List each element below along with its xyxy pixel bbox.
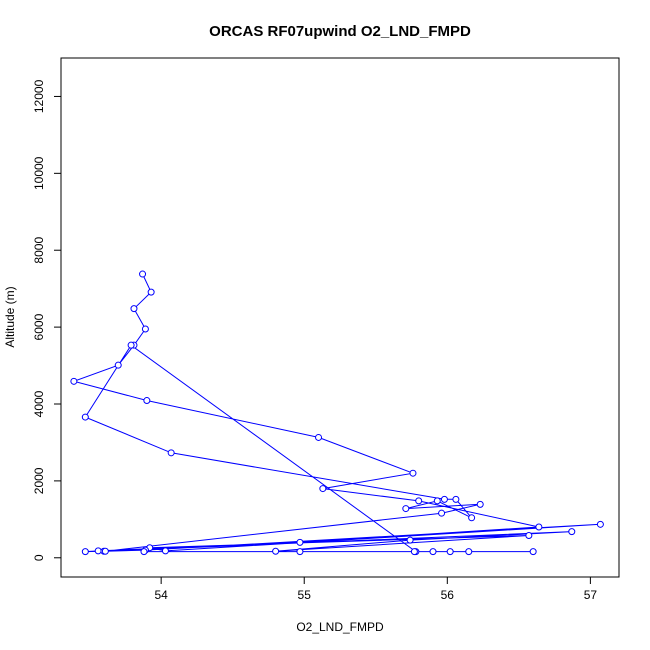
y-axis-label: Altitude (m) (3, 286, 17, 347)
data-point (130, 305, 138, 313)
data-point (410, 548, 418, 556)
data-point (296, 548, 304, 556)
data-point (101, 547, 109, 555)
data-point (596, 520, 604, 528)
data-point (70, 377, 78, 385)
data-point (529, 548, 537, 556)
y-axis: 0 2000 4000 6000 8000 10000 12000 (32, 79, 61, 561)
data-point (127, 341, 135, 349)
data-point (409, 469, 417, 477)
y-tick-label: 6000 (32, 313, 46, 340)
data-point (147, 288, 155, 296)
data-point (141, 325, 149, 333)
x-axis-label: O2_LND_FMPD (296, 620, 384, 634)
series-line (72, 273, 601, 553)
data-point (568, 528, 576, 536)
x-tick-label: 57 (584, 588, 598, 602)
x-axis: 54 55 56 57 (154, 577, 597, 602)
data-point (525, 531, 533, 539)
data-point (140, 548, 148, 556)
y-tick-label: 2000 (32, 467, 46, 494)
data-point (296, 538, 304, 546)
data-point (468, 514, 476, 522)
data-point (114, 361, 122, 369)
data-point (81, 413, 89, 421)
data-point (476, 500, 484, 508)
data-point (315, 433, 323, 441)
x-tick-label: 54 (154, 588, 168, 602)
data-point (94, 547, 102, 555)
data-point (438, 509, 446, 517)
y-tick-label: 10000 (32, 156, 46, 190)
plot-frame (60, 57, 620, 578)
data-point (167, 449, 175, 457)
data-point (535, 523, 543, 531)
data-point (465, 548, 473, 556)
data-point (415, 497, 423, 505)
data-point (319, 485, 327, 493)
data-point (429, 548, 437, 556)
y-tick-label: 4000 (32, 390, 46, 417)
data-point (161, 547, 169, 555)
data-points (70, 270, 604, 556)
y-tick-label: 0 (32, 554, 46, 561)
chart-title: ORCAS RF07upwind O2_LND_FMPD (209, 23, 471, 40)
x-tick-label: 56 (441, 588, 455, 602)
data-point (81, 548, 89, 556)
data-point (272, 547, 280, 555)
data-point (446, 548, 454, 556)
data-point (139, 270, 147, 278)
data-point (440, 495, 448, 503)
data-point (143, 397, 151, 405)
data-point (402, 505, 410, 513)
y-tick-label: 8000 (32, 237, 46, 264)
data-point (452, 495, 460, 503)
y-tick-label: 12000 (32, 79, 46, 113)
x-tick-label: 55 (298, 588, 312, 602)
data-point (406, 536, 414, 544)
data-point (433, 497, 441, 505)
